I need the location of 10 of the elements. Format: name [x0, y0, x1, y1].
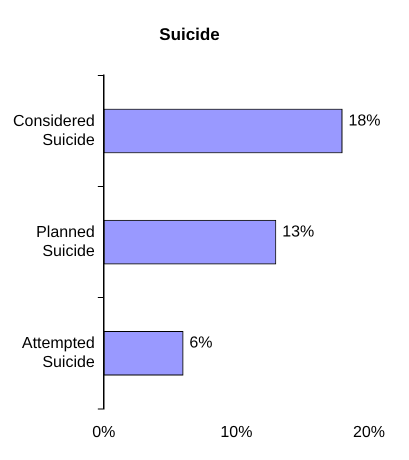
y-tick-label: Planned Suicide — [36, 224, 95, 260]
y-tick-label: Considered Suicide — [13, 112, 95, 149]
y-tick-label: Attempted Suicide — [22, 335, 95, 372]
x-tick-label: 20% — [352, 424, 386, 441]
data-label: 18% — [348, 112, 381, 130]
data-label: 13% — [282, 224, 314, 241]
chart-title: Suicide — [159, 24, 220, 44]
x-tick-label: 0% — [92, 424, 116, 441]
x-tick-label: 10% — [220, 424, 252, 441]
data-label: 6% — [189, 334, 213, 352]
